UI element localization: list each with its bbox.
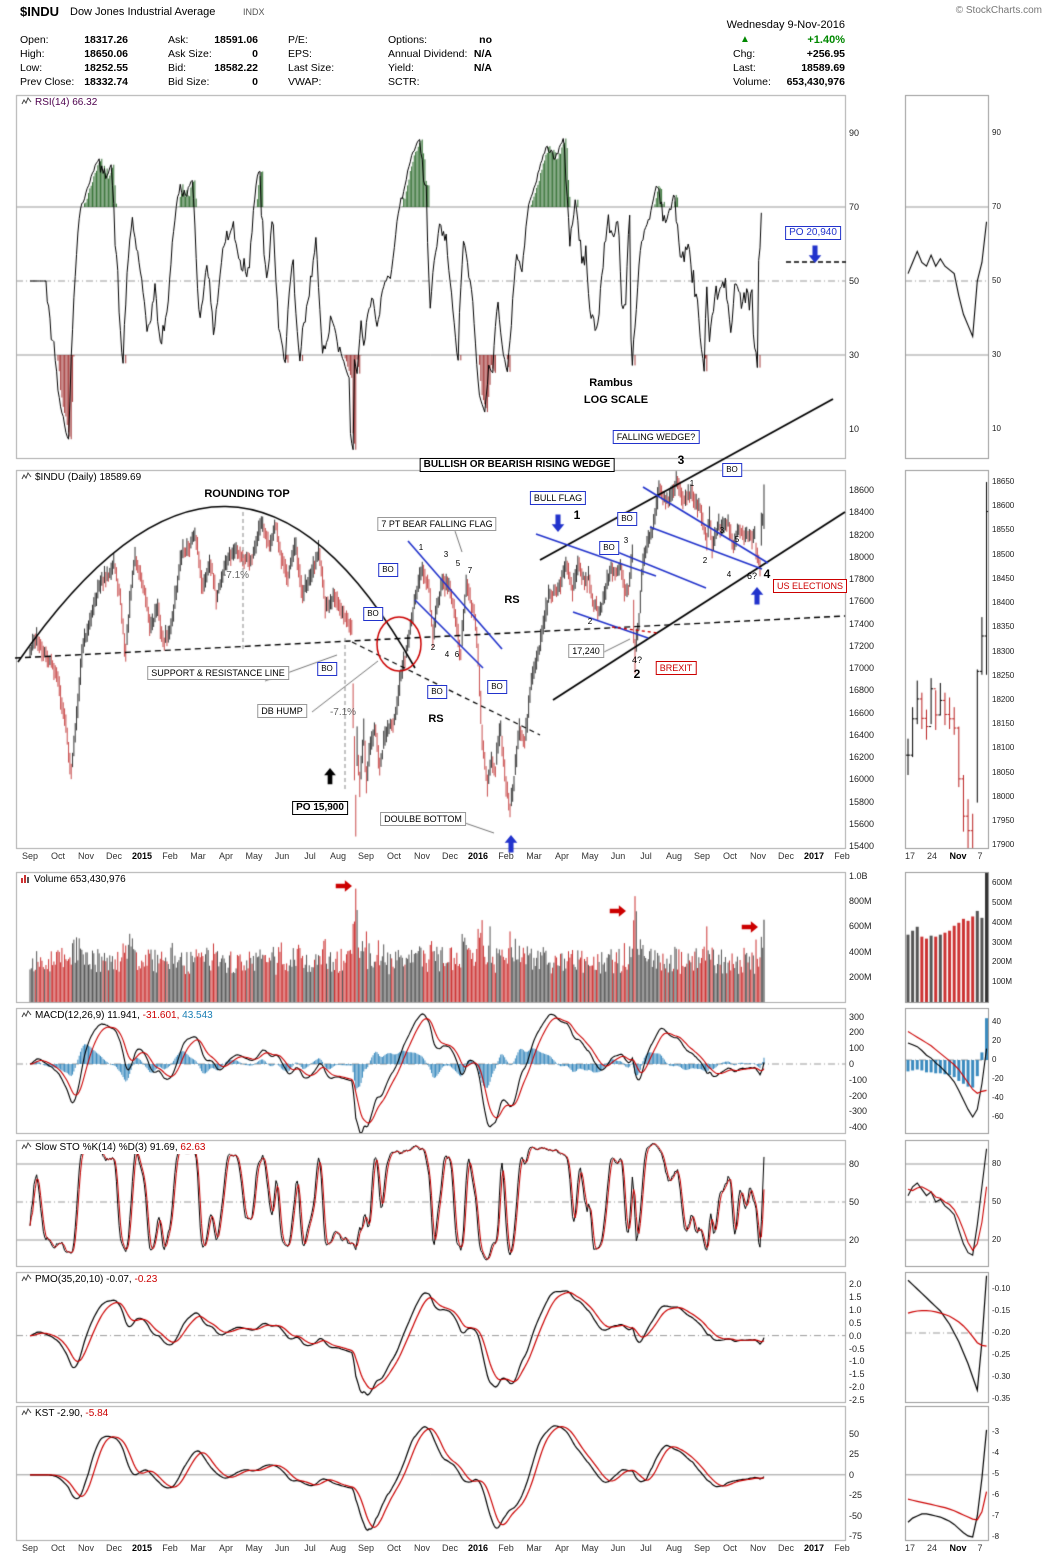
symbol-name: Dow Jones Industrial Average (70, 6, 216, 18)
quote-date: Wednesday 9-Nov-2016 (726, 19, 845, 31)
symbol: $INDU (20, 4, 60, 19)
exchange: INDX (243, 7, 265, 17)
source-credit: © StockCharts.com (955, 5, 1042, 16)
